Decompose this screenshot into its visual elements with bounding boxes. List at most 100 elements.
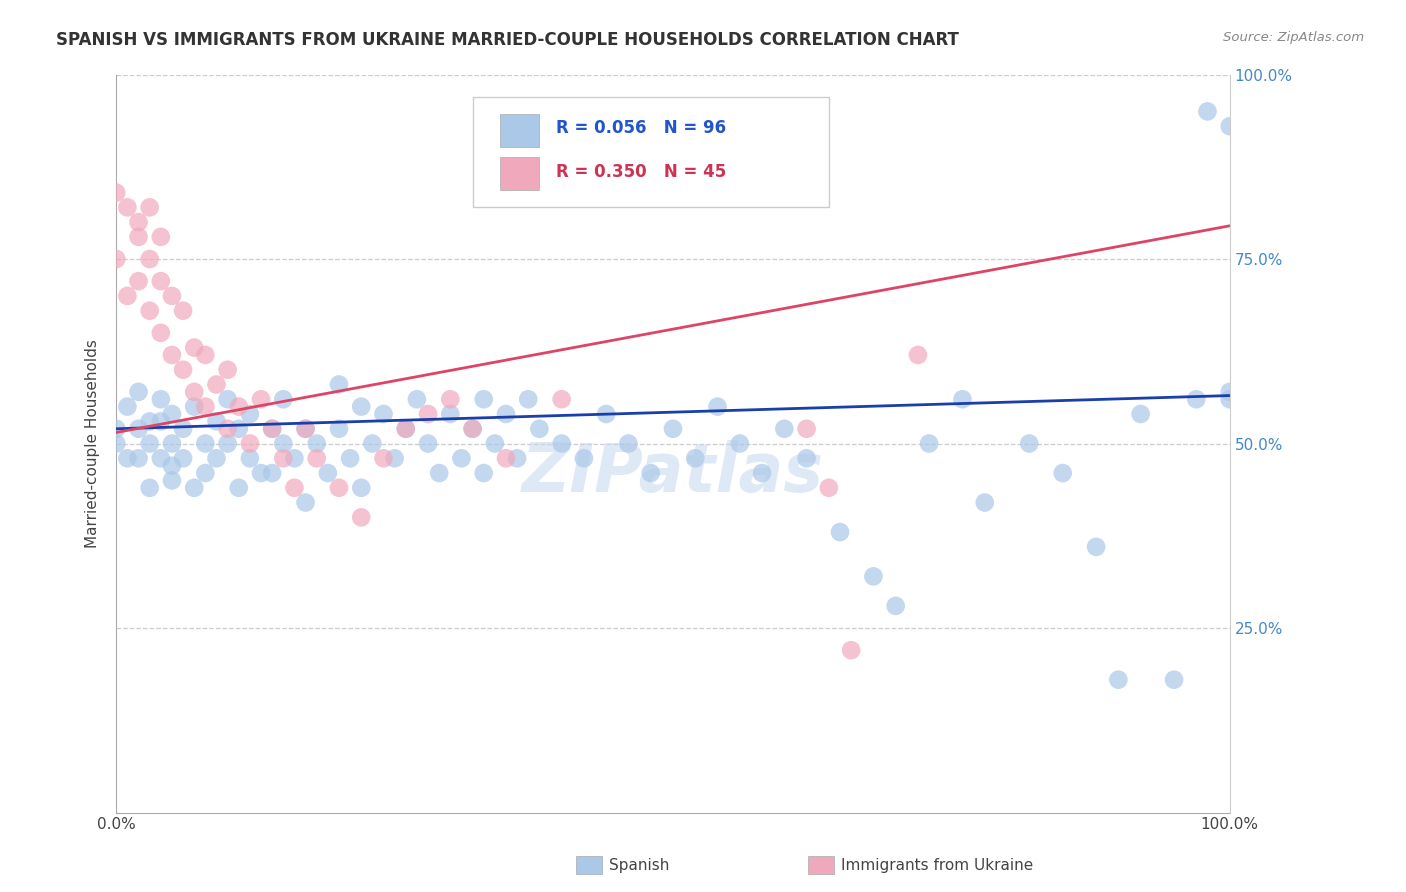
Point xyxy=(384,451,406,466)
Point xyxy=(217,392,239,407)
Point xyxy=(339,451,361,466)
Point xyxy=(183,400,205,414)
Point xyxy=(350,481,373,495)
Point xyxy=(262,466,284,480)
Point xyxy=(217,362,239,376)
Point xyxy=(1219,392,1241,407)
Point xyxy=(128,384,150,399)
Point xyxy=(617,436,640,450)
Point xyxy=(205,451,228,466)
Text: Spanish: Spanish xyxy=(609,858,669,872)
Point xyxy=(1018,436,1040,450)
Point xyxy=(149,230,172,244)
Point xyxy=(105,252,128,266)
Text: ZIPatlas: ZIPatlas xyxy=(522,440,824,506)
Point xyxy=(160,407,183,421)
Point xyxy=(160,458,183,473)
Point xyxy=(149,451,172,466)
Point xyxy=(128,274,150,288)
Point xyxy=(595,407,617,421)
Point xyxy=(839,643,862,657)
Point xyxy=(506,451,529,466)
Point xyxy=(228,481,250,495)
Point xyxy=(472,392,495,407)
Point xyxy=(662,422,685,436)
Point xyxy=(105,436,128,450)
Point xyxy=(128,422,150,436)
Point xyxy=(328,481,350,495)
Point xyxy=(138,414,160,428)
Point xyxy=(262,422,284,436)
Point xyxy=(172,362,194,376)
Point xyxy=(828,525,851,540)
Point xyxy=(461,422,484,436)
Point xyxy=(138,481,160,495)
Point xyxy=(283,451,305,466)
Text: R = 0.056   N = 96: R = 0.056 N = 96 xyxy=(557,119,727,136)
Y-axis label: Married-couple Households: Married-couple Households xyxy=(86,339,100,548)
Point xyxy=(406,392,429,407)
Point xyxy=(495,407,517,421)
Point xyxy=(250,392,273,407)
Point xyxy=(128,230,150,244)
Point xyxy=(796,451,818,466)
Point xyxy=(138,252,160,266)
Point xyxy=(1107,673,1129,687)
Bar xyxy=(501,114,540,147)
Point xyxy=(427,466,450,480)
Point xyxy=(683,451,706,466)
Point xyxy=(1129,407,1152,421)
Point xyxy=(271,392,294,407)
Text: SPANISH VS IMMIGRANTS FROM UKRAINE MARRIED-COUPLE HOUSEHOLDS CORRELATION CHART: SPANISH VS IMMIGRANTS FROM UKRAINE MARRI… xyxy=(56,31,959,49)
Point xyxy=(105,422,128,436)
Point xyxy=(239,451,262,466)
Point xyxy=(294,495,316,509)
Point xyxy=(160,348,183,362)
Point xyxy=(160,289,183,303)
Point xyxy=(328,422,350,436)
Point xyxy=(439,407,461,421)
Point xyxy=(918,436,941,450)
Point xyxy=(862,569,884,583)
Point xyxy=(350,510,373,524)
Point xyxy=(751,466,773,480)
Point xyxy=(884,599,907,613)
Point xyxy=(316,466,339,480)
Point xyxy=(640,466,662,480)
Point xyxy=(271,451,294,466)
FancyBboxPatch shape xyxy=(472,96,830,207)
Point xyxy=(495,451,517,466)
Point xyxy=(952,392,974,407)
Point xyxy=(149,392,172,407)
Point xyxy=(271,436,294,450)
Point xyxy=(1197,104,1219,119)
Point xyxy=(160,474,183,488)
Text: Immigrants from Ukraine: Immigrants from Ukraine xyxy=(841,858,1033,872)
Point xyxy=(728,436,751,450)
Point xyxy=(117,200,139,214)
Point xyxy=(395,422,418,436)
Point xyxy=(183,481,205,495)
Point xyxy=(117,289,139,303)
Point xyxy=(517,392,540,407)
Point xyxy=(305,451,328,466)
Point xyxy=(138,303,160,318)
Point xyxy=(818,481,841,495)
Point xyxy=(183,384,205,399)
Point xyxy=(172,303,194,318)
Point xyxy=(550,436,572,450)
Point xyxy=(373,407,395,421)
Point xyxy=(138,436,160,450)
Point xyxy=(294,422,316,436)
Point xyxy=(484,436,506,450)
Point xyxy=(361,436,384,450)
Point xyxy=(1219,119,1241,133)
Point xyxy=(228,400,250,414)
Point xyxy=(796,422,818,436)
Point xyxy=(395,422,418,436)
Point xyxy=(461,422,484,436)
Point xyxy=(294,422,316,436)
Point xyxy=(1085,540,1108,554)
Point xyxy=(373,451,395,466)
Point xyxy=(773,422,796,436)
